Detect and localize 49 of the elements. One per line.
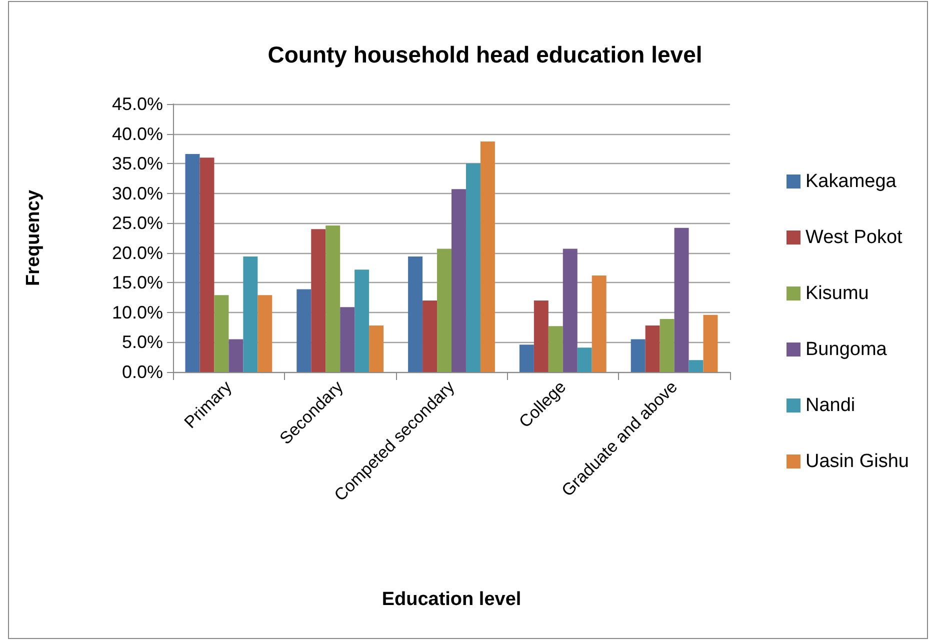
legend-label: Nandi — [806, 395, 856, 416]
y-tick-label: 15.0% — [112, 272, 163, 293]
bar — [354, 270, 370, 372]
bar — [408, 256, 423, 372]
legend-label: Kakamega — [806, 171, 897, 192]
y-tick-label: 10.0% — [112, 302, 163, 322]
y-axis-title: Frequency — [23, 190, 44, 286]
legend-label: Uasin Gishu — [806, 451, 910, 472]
bar — [243, 256, 258, 372]
bar — [228, 339, 244, 372]
bar — [534, 300, 548, 372]
bar — [311, 229, 326, 372]
bar — [630, 339, 646, 372]
x-axis-title: Education level — [382, 589, 522, 610]
bar — [340, 307, 355, 372]
y-tick-label: 25.0% — [112, 213, 163, 234]
legend-label: Kisumu — [806, 283, 869, 304]
y-tick-label: 30.0% — [112, 183, 163, 204]
y-tick-label: 45.0% — [112, 94, 163, 114]
bar — [422, 300, 438, 372]
bar — [437, 248, 452, 372]
bar — [296, 289, 312, 372]
y-tick-label: 40.0% — [112, 124, 163, 144]
chart-title: County household head education level — [268, 42, 702, 68]
legend-label: West Pokot — [806, 227, 904, 248]
bar — [548, 326, 563, 372]
bar — [466, 164, 480, 372]
bar — [200, 158, 214, 372]
bar — [369, 326, 384, 372]
bar — [577, 348, 592, 372]
bar — [185, 154, 200, 372]
bar — [214, 295, 229, 372]
bar — [592, 276, 606, 372]
bar — [703, 314, 718, 372]
bar — [258, 295, 272, 372]
bar — [562, 248, 578, 372]
bar — [519, 344, 534, 372]
bar — [452, 189, 466, 372]
bar — [480, 142, 495, 372]
bar — [688, 360, 704, 372]
bar — [326, 225, 340, 372]
bar — [645, 326, 660, 372]
y-tick-label: 5.0% — [122, 332, 163, 352]
y-tick-label: 0.0% — [122, 362, 163, 382]
bar — [674, 228, 689, 372]
y-tick-label: 35.0% — [112, 154, 163, 174]
bar — [660, 318, 674, 372]
y-tick-label: 20.0% — [112, 242, 163, 263]
legend-label: Bungoma — [806, 339, 888, 360]
